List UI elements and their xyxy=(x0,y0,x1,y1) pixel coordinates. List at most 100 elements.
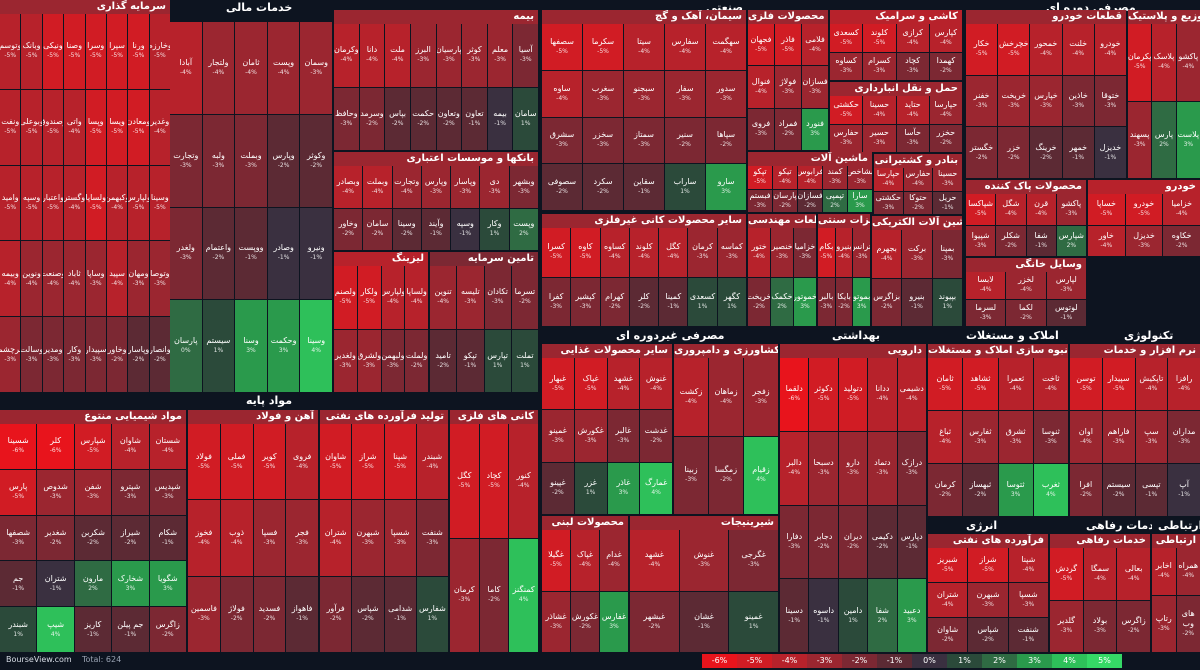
stock-tile[interactable]: ساوه -4% xyxy=(542,70,582,117)
stock-tile[interactable]: شبندر -4% xyxy=(416,424,448,500)
stock-tile[interactable]: فاسمین -3% xyxy=(188,576,220,652)
stock-tile[interactable]: شبهرن -3% xyxy=(352,500,384,576)
stock-tile[interactable]: سمتاز -3% xyxy=(624,117,664,164)
stock-tile[interactable]: دیران -2% xyxy=(838,505,868,579)
stock-tile[interactable]: فسازان -2% xyxy=(798,189,822,212)
stock-tile[interactable]: فجهان -5% xyxy=(748,24,774,66)
stock-tile[interactable]: فولاژ -2% xyxy=(220,576,253,652)
stock-tile[interactable]: شپنا -5% xyxy=(384,424,416,500)
stock-tile[interactable]: کمند -3% xyxy=(823,166,847,189)
stock-tile[interactable]: جم -1% xyxy=(0,561,37,607)
stock-tile[interactable]: حتاید -4% xyxy=(896,96,929,124)
stock-tile[interactable]: حپارسا -4% xyxy=(874,168,903,191)
stock-tile[interactable]: سفارس -4% xyxy=(665,24,705,70)
stock-tile[interactable]: غنوش -3% xyxy=(679,530,729,591)
stock-tile[interactable]: کسعدی -5% xyxy=(830,24,863,52)
stock-tile[interactable]: سشرق -3% xyxy=(542,117,582,164)
stock-tile[interactable]: تعاون -1% xyxy=(462,87,487,150)
stock-tile[interactable]: وکار 1% xyxy=(480,208,509,250)
stock-tile[interactable]: ومعادن -5% xyxy=(128,89,149,165)
stock-tile[interactable]: شبندر 1% xyxy=(0,607,37,652)
stock-tile[interactable]: خکاوه -2% xyxy=(1163,225,1200,256)
stock-tile[interactable]: ولتجار -4% xyxy=(202,22,235,114)
stock-tile[interactable]: زاگرس -2% xyxy=(149,607,186,652)
stock-tile[interactable]: وبشهر -3% xyxy=(509,166,538,208)
stock-tile[interactable]: کاما -2% xyxy=(479,538,509,652)
stock-tile[interactable]: ثعمرا -4% xyxy=(998,358,1033,410)
stock-tile[interactable]: کچاد -5% xyxy=(479,424,509,538)
stock-tile[interactable]: مداران -3% xyxy=(1168,411,1200,463)
stock-tile[interactable]: شپیوا -3% xyxy=(966,225,996,256)
stock-tile[interactable]: تملت 1% xyxy=(511,329,538,392)
stock-tile[interactable]: اوان -4% xyxy=(1070,411,1102,463)
stock-tile[interactable]: دجابر -2% xyxy=(809,505,838,579)
stock-tile[interactable]: سارو 3% xyxy=(706,164,746,210)
stock-tile[interactable]: فروی -4% xyxy=(286,424,318,500)
stock-tile[interactable]: فلامی -4% xyxy=(802,24,828,66)
stock-tile[interactable]: شاوان -4% xyxy=(112,424,149,469)
stock-tile[interactable]: ددانا -4% xyxy=(868,358,897,431)
stock-tile[interactable]: ثشرق -3% xyxy=(998,411,1033,463)
stock-tile[interactable]: خزر -2% xyxy=(998,127,1030,178)
stock-tile[interactable]: شپارس -5% xyxy=(74,424,112,469)
stock-tile[interactable]: شستان -4% xyxy=(149,424,186,469)
stock-tile[interactable]: تامید -2% xyxy=(430,329,457,392)
stock-tile[interactable]: کفرا -3% xyxy=(542,277,571,326)
stock-tile[interactable]: ولکار -5% xyxy=(357,266,381,329)
stock-tile[interactable]: کچاد -3% xyxy=(896,52,929,80)
stock-tile[interactable]: فخوز -4% xyxy=(188,500,220,576)
stock-tile[interactable]: کساوه -4% xyxy=(600,228,629,277)
stock-tile[interactable]: وتجارت -4% xyxy=(392,166,421,208)
stock-tile[interactable]: خفنر -3% xyxy=(966,75,998,127)
stock-tile[interactable]: خموتور 3% xyxy=(794,277,816,326)
stock-tile[interactable]: فرابوس -4% xyxy=(798,166,822,189)
stock-tile[interactable]: شسینا -6% xyxy=(0,424,37,469)
stock-tile[interactable]: لسرما -3% xyxy=(966,299,1006,326)
stock-tile[interactable]: سنیر -2% xyxy=(665,117,705,164)
stock-tile[interactable]: خمحور -4% xyxy=(1030,24,1062,75)
stock-tile[interactable]: وصنا -5% xyxy=(64,14,85,89)
stock-tile[interactable]: بکام -5% xyxy=(818,228,835,277)
stock-tile[interactable]: غدام -4% xyxy=(600,530,628,591)
stock-tile[interactable]: ثباغ -4% xyxy=(928,411,963,463)
stock-tile[interactable]: شپاس -2% xyxy=(968,618,1008,652)
stock-tile[interactable]: زبینا -3% xyxy=(674,436,708,514)
stock-tile[interactable]: سصوفی -2% xyxy=(542,164,582,210)
stock-tile[interactable]: وبانک -5% xyxy=(21,14,42,89)
stock-tile[interactable]: خدیزل -3% xyxy=(1125,225,1163,256)
stock-tile[interactable]: سپ -3% xyxy=(1135,411,1168,463)
stock-tile[interactable]: بنیرو -1% xyxy=(902,278,932,326)
stock-tile[interactable]: حسینا -4% xyxy=(863,96,896,124)
stock-tile[interactable]: ختور -4% xyxy=(748,228,770,277)
stock-tile[interactable]: فسازان -3% xyxy=(802,66,828,108)
stock-tile[interactable]: وپارس -3% xyxy=(421,166,451,208)
stock-tile[interactable]: قرن -4% xyxy=(1026,194,1056,225)
stock-tile[interactable]: وسینا -2% xyxy=(392,208,421,250)
stock-tile[interactable]: سرچشمه-3% xyxy=(0,317,21,392)
stock-tile[interactable]: آسیا -3% xyxy=(513,24,538,87)
stock-tile[interactable]: شاوان -2% xyxy=(928,618,968,652)
stock-tile[interactable]: غگیلا -5% xyxy=(542,530,570,591)
stock-tile[interactable]: وسینا -5% xyxy=(149,165,170,241)
stock-tile[interactable]: رتاپ -3% xyxy=(1152,595,1176,652)
stock-tile[interactable]: غمینو -3% xyxy=(542,410,574,462)
stock-tile[interactable]: شتران -4% xyxy=(928,583,968,617)
stock-tile[interactable]: فبستم -3% xyxy=(748,189,772,212)
stock-tile[interactable]: ولپارس -4% xyxy=(381,266,405,329)
stock-tile[interactable]: ومهان -3% xyxy=(128,241,149,317)
stock-tile[interactable]: لوتوس -1% xyxy=(1046,299,1086,326)
stock-tile[interactable]: غکورش -2% xyxy=(571,591,599,652)
stock-tile[interactable]: وکوثر -2% xyxy=(300,114,332,207)
stock-tile[interactable]: وصادر -1% xyxy=(267,207,300,300)
stock-tile[interactable]: خرینگ -2% xyxy=(1030,127,1062,178)
stock-tile[interactable]: غبشهر -2% xyxy=(630,591,679,652)
stock-tile[interactable]: سامان 1% xyxy=(513,87,538,150)
stock-tile[interactable]: ثاخت -4% xyxy=(1033,358,1068,410)
stock-tile[interactable]: لخزر -4% xyxy=(1006,272,1046,299)
stock-tile[interactable]: شخارک 3% xyxy=(112,561,149,607)
stock-tile[interactable]: غالبر -3% xyxy=(607,410,640,462)
stock-tile[interactable]: آپ -1% xyxy=(1168,464,1200,516)
stock-tile[interactable]: ووپست -1% xyxy=(235,207,267,300)
stock-tile[interactable]: وآیند -1% xyxy=(421,208,451,250)
stock-tile[interactable]: شغدیر -2% xyxy=(37,515,74,561)
